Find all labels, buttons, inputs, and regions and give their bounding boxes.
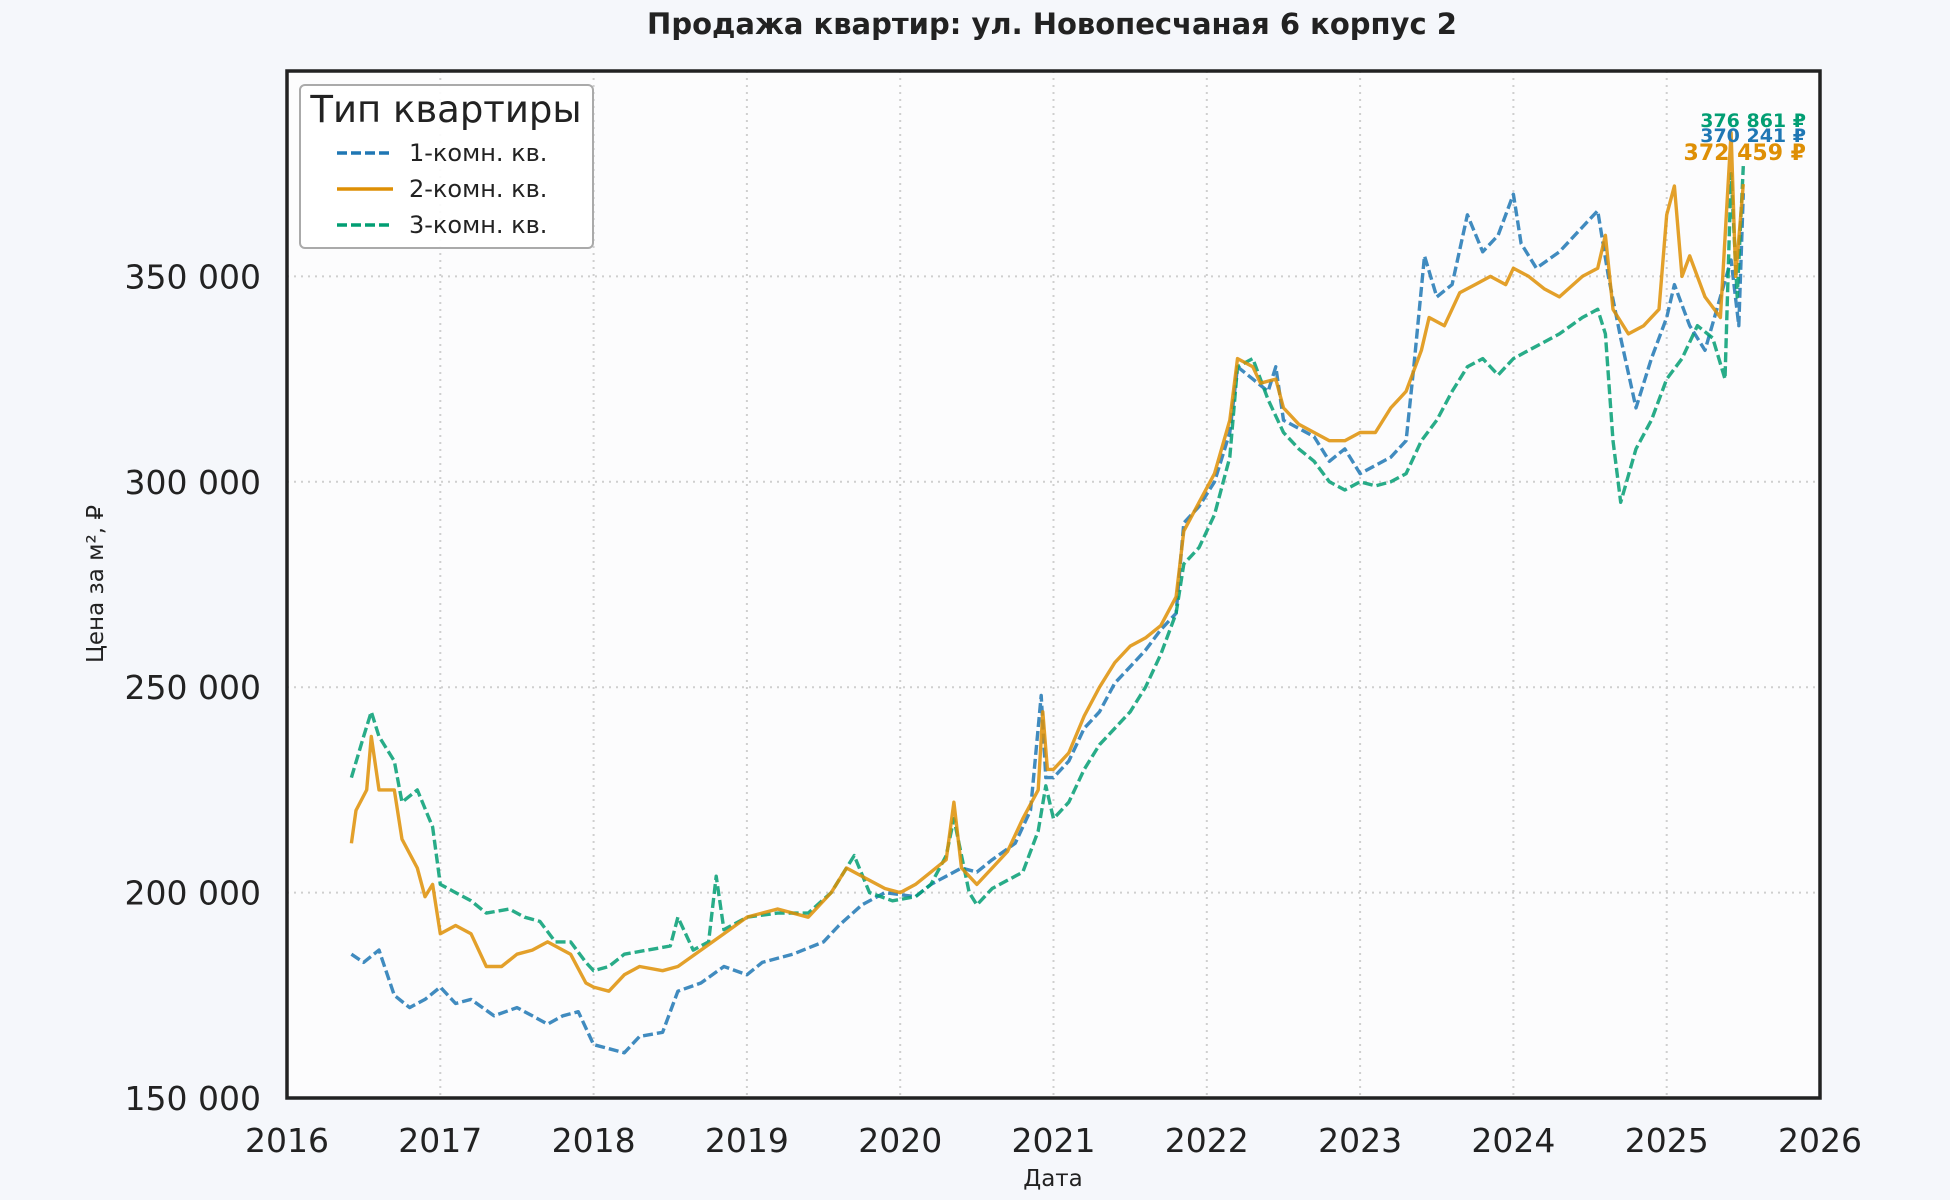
y-tick-label: 350 000 [125, 257, 261, 296]
y-tick-label: 200 000 [125, 874, 261, 913]
x-axis-ticks: 2016 2017 2018 2019 2020 2021 2022 2023 2024 2025… [245, 1121, 1862, 1160]
end-value-labels: 376 861 ₽370 241 ₽372 459 ₽ [1684, 110, 1806, 166]
legend-label: 3-комн. кв. [409, 211, 547, 239]
x-tick-label: 2025 [1625, 1121, 1709, 1160]
x-axis-label: Дата [1023, 1166, 1083, 1192]
legend-box [299, 84, 594, 249]
legend-label: 1-комн. кв. [409, 139, 547, 167]
series-line-2 [349, 130, 1745, 993]
x-tick-label: 2022 [1165, 1121, 1249, 1160]
end-value-label-3: 376 861 ₽ [1700, 110, 1806, 132]
series-lines [349, 130, 1745, 1055]
x-tick-label: 2021 [1012, 1121, 1096, 1160]
y-axis-ticks: 150 000 200 000 250 000 300 000 350 000 [125, 257, 261, 1118]
plot-frame [285, 69, 1822, 1100]
end-value-label-2: 372 459 ₽ [1684, 141, 1806, 166]
x-tick-label: 2018 [552, 1121, 636, 1160]
x-tick-label: 2020 [858, 1121, 942, 1160]
y-tick-label: 150 000 [125, 1079, 261, 1118]
x-tick-label: 2019 [705, 1121, 789, 1160]
x-tick-label: 2016 [245, 1121, 329, 1160]
y-tick-label: 250 000 [125, 668, 261, 707]
series-line-3 [349, 166, 1745, 973]
legend-label: 2-комн. кв. [409, 175, 547, 203]
y-axis-label: Цена за м², ₽ [83, 505, 109, 663]
chart-title: Продажа квартир: ул. Новопесчаная 6 корп… [647, 7, 1457, 41]
x-tick-label: 2023 [1318, 1121, 1402, 1160]
y-tick-label: 300 000 [125, 463, 261, 502]
legend-items: 1-комн. кв. 2-комн. кв. 3-комн. кв. [337, 139, 547, 239]
end-value-label-1: 370 241 ₽ [1700, 125, 1806, 147]
legend[interactable]: Тип квартиры 1-комн. кв. 2-комн. кв. 3-ком… [299, 84, 594, 249]
x-tick-label: 2024 [1471, 1121, 1555, 1160]
legend-title: Тип квартиры [309, 88, 581, 131]
series-line-1 [350, 192, 1745, 1055]
x-tick-label: 2026 [1778, 1121, 1862, 1160]
x-tick-label: 2017 [398, 1121, 482, 1160]
